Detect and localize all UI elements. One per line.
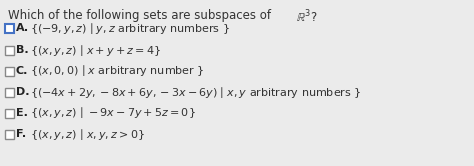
Text: $\mathbb{R}^3$?: $\mathbb{R}^3$? (296, 9, 318, 26)
Text: $\{(x, y, z)\mid x, y, z>0\}$: $\{(x, y, z)\mid x, y, z>0\}$ (30, 126, 145, 141)
Text: $\{(x, 0, 0)\mid x$ arbitrary number $\}$: $\{(x, 0, 0)\mid x$ arbitrary number $\}… (30, 64, 205, 79)
Text: A.: A. (16, 23, 29, 33)
Text: Which of the following sets are subspaces of: Which of the following sets are subspace… (8, 9, 275, 22)
Bar (5, 109, 14, 118)
Text: B.: B. (16, 45, 28, 55)
Bar (5, 87, 14, 96)
Bar (5, 45, 14, 54)
Text: C.: C. (16, 66, 28, 76)
Bar (5, 45, 14, 54)
Bar (5, 109, 14, 118)
Text: $\{(x, y, z)\mid x+y+z=4\}$: $\{(x, y, z)\mid x+y+z=4\}$ (30, 42, 161, 57)
Bar (5, 129, 14, 138)
Bar (5, 129, 14, 138)
Text: D.: D. (16, 87, 29, 97)
Text: E.: E. (16, 108, 28, 118)
Bar (5, 67, 14, 76)
Bar (5, 87, 14, 96)
Bar (5, 24, 14, 33)
Text: $\{(x, y, z)\mid -9x-7y+5z=0\}$: $\{(x, y, z)\mid -9x-7y+5z=0\}$ (30, 106, 196, 121)
Text: $\{(-4x+2y, -8x+6y, -3x-6y)\mid x, y$ arbitrary numbers $\}$: $\{(-4x+2y, -8x+6y, -3x-6y)\mid x, y$ ar… (30, 84, 362, 99)
Bar (5, 67, 14, 76)
Text: $\{(-9, y, z)\mid y, z$ arbitrary numbers $\}$: $\{(-9, y, z)\mid y, z$ arbitrary number… (30, 20, 230, 36)
Text: F.: F. (16, 129, 26, 139)
Bar (5, 24, 14, 33)
